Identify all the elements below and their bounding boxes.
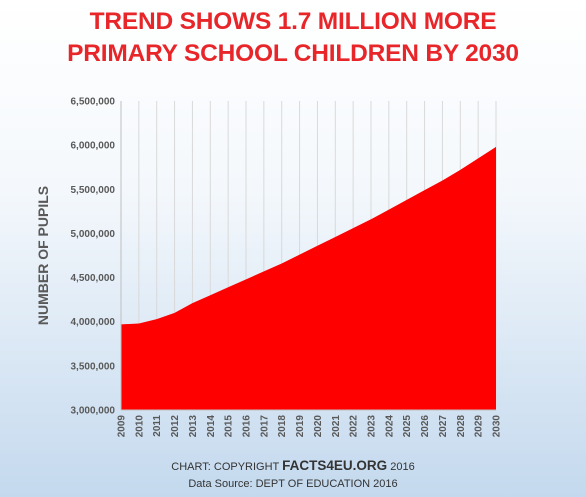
y-tick-label: 6,000,000 [71, 141, 116, 152]
copyright-org: FACTS4EU.ORG [282, 458, 388, 473]
x-tick-label: 2027 [438, 415, 449, 438]
x-tick-label: 2025 [402, 415, 413, 438]
x-tick-label: 2028 [456, 415, 467, 438]
x-tick-label: 2024 [384, 415, 395, 438]
y-tick-label: 5,500,000 [71, 185, 116, 196]
x-tick-label: 2018 [277, 415, 288, 438]
x-tick-label: 2019 [295, 415, 306, 438]
data-source-credit: Data Source: DEPT OF EDUCATION 2016 [188, 478, 398, 490]
x-tick-label: 2012 [170, 415, 181, 438]
chart-title-line-2: PRIMARY SCHOOL CHILDREN BY 2030 [67, 40, 519, 67]
y-tick-label: 3,500,000 [71, 361, 116, 372]
x-tick-label: 2011 [152, 415, 163, 437]
chart-title-line-1: TREND SHOWS 1.7 MILLION MORE [89, 8, 497, 35]
y-axis-label: NUMBER OF PUPILS [35, 186, 51, 325]
y-tick-label: 4,500,000 [71, 273, 116, 284]
y-tick-label: 6,500,000 [71, 97, 116, 108]
copyright-prefix: CHART: COPYRIGHT [171, 461, 280, 473]
x-tick-label: 2014 [206, 415, 217, 438]
x-tick-label: 2015 [224, 415, 235, 438]
x-tick-label: 2023 [367, 415, 378, 438]
x-tick-label: 2009 [117, 415, 128, 438]
y-tick-label: 4,000,000 [71, 317, 116, 328]
copyright-year: 2016 [390, 461, 415, 473]
y-tick-label: 3,000,000 [71, 406, 116, 417]
x-tick-label: 2030 [492, 415, 503, 438]
x-tick-label: 2013 [188, 415, 199, 438]
x-tick-label: 2029 [474, 415, 485, 438]
x-tick-label: 2016 [242, 415, 253, 438]
x-tick-label: 2020 [313, 415, 324, 438]
x-tick-label: 2022 [349, 415, 360, 438]
area-series [121, 146, 496, 410]
x-tick-label: 2021 [331, 415, 342, 438]
copyright-credit: CHART: COPYRIGHT FACTS4EU.ORG 2016 [0, 458, 586, 473]
y-tick-label: 5,000,000 [71, 229, 116, 240]
x-tick-label: 2026 [420, 415, 431, 438]
x-tick-label: 2010 [134, 415, 145, 438]
x-tick-label: 2017 [259, 415, 270, 438]
